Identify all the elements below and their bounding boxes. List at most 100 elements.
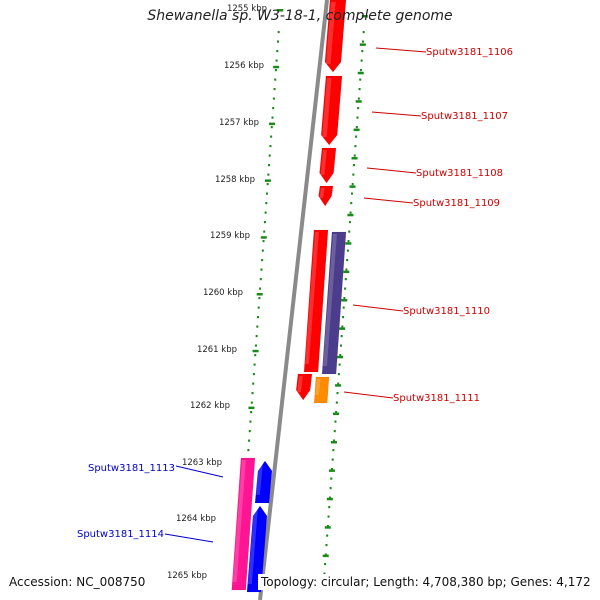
tick-dot [327, 515, 330, 518]
tick-dot [350, 192, 353, 195]
label-leader-line [363, 197, 414, 204]
tick-dot [351, 183, 354, 186]
tick-dot [357, 97, 360, 100]
tick-dot [340, 335, 343, 338]
major-tick [357, 71, 364, 75]
tick-dot [265, 202, 268, 205]
tick-dot [347, 240, 350, 243]
tick-dot [355, 135, 358, 138]
tick-dot [252, 373, 255, 376]
tick-dot [355, 126, 358, 129]
tick-dot [259, 287, 262, 290]
gene-label-leaders [164, 47, 427, 543]
tick-dot [266, 183, 269, 186]
tick-dot [272, 97, 275, 100]
accession-text: Accession: NC_008750 [6, 574, 149, 590]
tick-dot [258, 297, 261, 300]
tick-dot [272, 107, 275, 110]
tick-dot [271, 116, 274, 119]
tick-dot [333, 430, 336, 433]
tick-marks-right [320, 15, 368, 586]
tick-dot [328, 506, 331, 509]
tick-dot [255, 335, 258, 338]
tick-dot [326, 525, 329, 528]
tick-dot [344, 278, 347, 281]
gene-purple [321, 231, 347, 375]
major-tick [256, 293, 263, 296]
tick-dot [248, 430, 251, 433]
label-leader-line [343, 391, 394, 399]
kbp-tick-label: 1263 kbp [182, 458, 222, 468]
tick-dot [357, 107, 360, 110]
gene-sputw3181-1110 [303, 229, 329, 373]
kbp-tick-labels: 1255 kbp 1256 kbp 1257 kbp 1258 kbp 1259 kbp… [167, 4, 267, 581]
tick-dot [352, 173, 355, 176]
tick-dot [248, 439, 251, 442]
tick-dot [341, 325, 344, 328]
tick-dot [273, 88, 276, 91]
tick-dot [274, 78, 277, 81]
tick-dot [329, 487, 332, 490]
label-leader-line [164, 533, 214, 543]
tick-dot [331, 458, 334, 461]
tick-dot [259, 278, 262, 281]
major-tick [345, 242, 352, 245]
label-leader-line [371, 111, 422, 117]
tick-dot [326, 534, 329, 537]
gene-label: Sputw3181_1109 [413, 198, 500, 209]
tick-dot [348, 230, 351, 233]
tick-dot [270, 135, 273, 138]
tick-dot [359, 78, 362, 81]
gene-features [231, 0, 347, 593]
tick-dot [350, 202, 353, 205]
major-tick [330, 441, 337, 444]
tick-dot [265, 192, 268, 195]
gene-sputw3181-1110-highlight [305, 232, 319, 364]
gene-sputw3181-1106-highlight [325, 2, 336, 64]
label-leader-line [375, 47, 427, 53]
gene-purple-highlight [323, 234, 337, 366]
tick-dot [328, 496, 331, 499]
tick-dot [250, 411, 253, 414]
tick-dot [257, 316, 260, 319]
tick-dot [330, 477, 333, 480]
tick-dot [323, 572, 326, 575]
major-tick [269, 122, 276, 126]
gene-label: Sputw3181_1107 [421, 111, 508, 122]
tick-dot [349, 211, 352, 214]
gene-label: Sputw3181_1106 [426, 47, 513, 58]
tick-dot [343, 297, 346, 300]
major-tick [339, 327, 346, 330]
gene-blue-1-highlight [256, 463, 263, 495]
tick-dot [261, 259, 264, 262]
tick-dot [260, 268, 263, 271]
major-tick [277, 9, 284, 12]
gene-sputw3181-1113-highlight [232, 460, 246, 582]
gene-sputw3181-1108-highlight [320, 150, 327, 175]
tick-dot [256, 325, 259, 328]
genome-title: Shewanella sp. W3-18-1, complete genome [147, 8, 453, 24]
tick-dot [356, 116, 359, 119]
kbp-tick-label: 1257 kbp [219, 118, 259, 128]
tick-dot [337, 382, 340, 385]
gene-sputw3181-1114 [246, 505, 268, 593]
topology-text: Topology: circular; Length: 4,708,380 bp… [258, 574, 594, 590]
major-tick [355, 100, 362, 103]
label-leader-line [352, 304, 404, 312]
label-leader-line [366, 167, 417, 174]
gene-sputw3181-1114-highlight [247, 508, 258, 584]
major-tick [347, 213, 354, 217]
tick-dot [353, 164, 356, 167]
tick-dot [252, 382, 255, 385]
tick-dot [334, 420, 337, 423]
gene-sputw3181-1111-highlight [315, 379, 321, 395]
gene-sputw3181-1107-highlight [322, 78, 332, 137]
major-tick [324, 526, 331, 529]
major-tick [341, 299, 348, 302]
major-tick [343, 270, 350, 274]
major-tick [260, 236, 267, 239]
tick-dot [335, 411, 338, 414]
major-tick [333, 412, 340, 416]
